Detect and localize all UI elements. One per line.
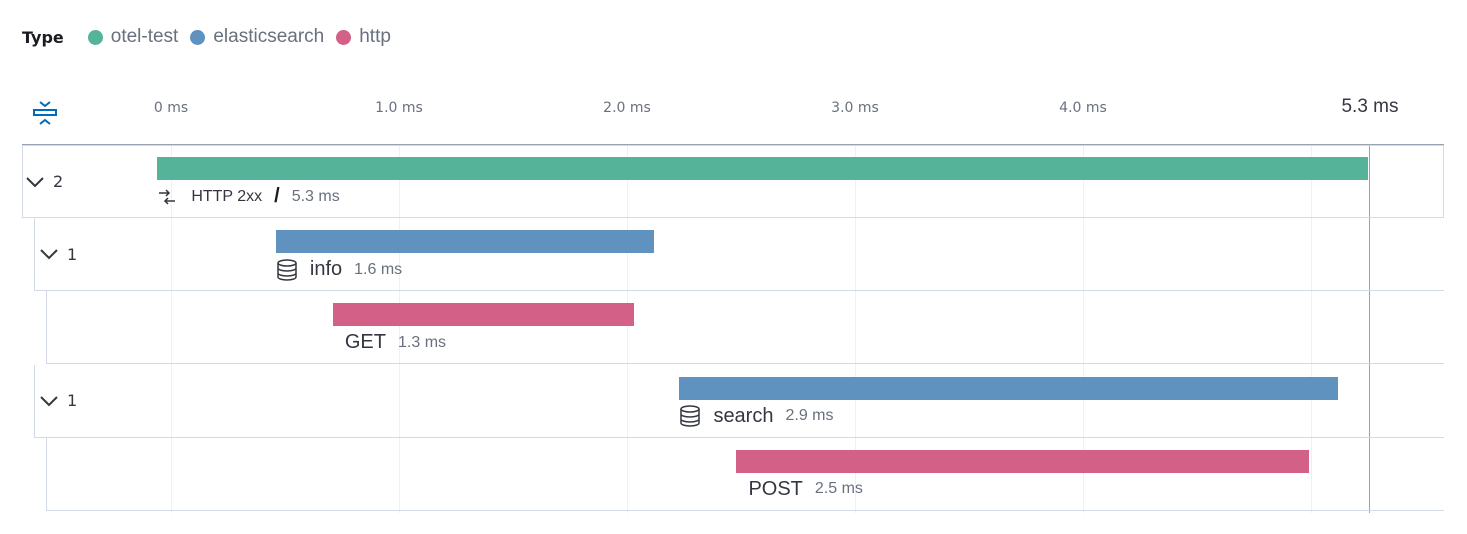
- dot-icon: [190, 29, 206, 45]
- waterfall-row[interactable]: 2: [22, 145, 1444, 218]
- axis-tick-label: 2.0 ms: [603, 100, 651, 116]
- span-name: HTTP 2xx: [191, 187, 263, 205]
- span-label[interactable]: search 2.9 ms: [679, 405, 833, 428]
- child-count: 2: [53, 172, 64, 191]
- axis-tick-label: 1.0 ms: [375, 100, 423, 116]
- gridline: [627, 145, 628, 513]
- legend-label: http: [359, 26, 391, 47]
- waterfall-row[interactable]: [46, 437, 1444, 511]
- waterfall-row[interactable]: 1: [34, 364, 1444, 438]
- gridline: [171, 145, 172, 513]
- gridline: [399, 145, 400, 513]
- span-name: GET: [344, 331, 386, 354]
- legend-title: Type: [22, 27, 64, 47]
- dot-icon: [336, 29, 352, 45]
- span-name: POST: [748, 477, 803, 500]
- chevron-down-icon: [40, 395, 58, 407]
- span-name: info: [309, 258, 343, 281]
- span-name: search: [713, 404, 774, 427]
- span-duration: 5.3 ms: [291, 187, 340, 205]
- axis-end-label: 5.3 ms: [1341, 96, 1399, 117]
- gridline: [855, 145, 856, 513]
- span-duration: 2.9 ms: [785, 407, 834, 425]
- span-label[interactable]: info 1.6 ms: [276, 258, 402, 281]
- span-label[interactable]: HTTP 2xx / 5.3 ms: [157, 185, 340, 208]
- child-count: 1: [67, 391, 78, 411]
- span-bar[interactable]: [332, 303, 634, 327]
- axis-tick-label: 3.0 ms: [831, 100, 879, 116]
- database-icon: [680, 405, 701, 427]
- dot-icon: [87, 29, 103, 45]
- chevron-down-icon: [26, 176, 44, 187]
- legend: Type otel-test elasticsearch http: [22, 26, 403, 48]
- span-bar[interactable]: [736, 449, 1309, 473]
- database-icon: [277, 258, 297, 281]
- span-label[interactable]: GET 1.3 ms: [345, 331, 446, 354]
- span-duration: 2.5 ms: [814, 480, 863, 498]
- http-exchange-icon: [159, 188, 176, 205]
- legend-item-otel-test: otel-test: [87, 26, 179, 48]
- waterfall-row[interactable]: 1: [34, 218, 1444, 292]
- end-line: [1369, 145, 1370, 513]
- child-count: 1: [67, 244, 78, 264]
- collapse-all-button[interactable]: [32, 100, 58, 130]
- span-label[interactable]: POST 2.5 ms: [748, 478, 862, 501]
- chevron-down-icon: [40, 249, 58, 260]
- expand-toggle[interactable]: 1: [39, 365, 77, 437]
- axis-line: [22, 144, 1444, 145]
- gridline: [1311, 145, 1312, 513]
- waterfall-row[interactable]: [46, 291, 1444, 365]
- expand-toggle[interactable]: 2: [25, 146, 63, 217]
- span-bar[interactable]: [275, 230, 655, 254]
- collapse-icon: [33, 101, 57, 125]
- span-bar[interactable]: [157, 157, 1368, 180]
- gridline: [1083, 145, 1084, 513]
- span-bar[interactable]: [679, 376, 1339, 400]
- legend-item-http: http: [336, 26, 391, 48]
- legend-label: elasticsearch: [213, 26, 325, 47]
- legend-label: otel-test: [110, 26, 179, 47]
- span-duration: 1.6 ms: [354, 260, 403, 278]
- legend-item-elasticsearch: elasticsearch: [190, 26, 324, 48]
- expand-toggle[interactable]: 1: [39, 218, 77, 290]
- separator: /: [274, 185, 280, 207]
- axis-tick-label: 4.0 ms: [1059, 100, 1107, 116]
- axis-tick-label: 0 ms: [153, 100, 189, 116]
- span-duration: 1.3 ms: [398, 333, 447, 351]
